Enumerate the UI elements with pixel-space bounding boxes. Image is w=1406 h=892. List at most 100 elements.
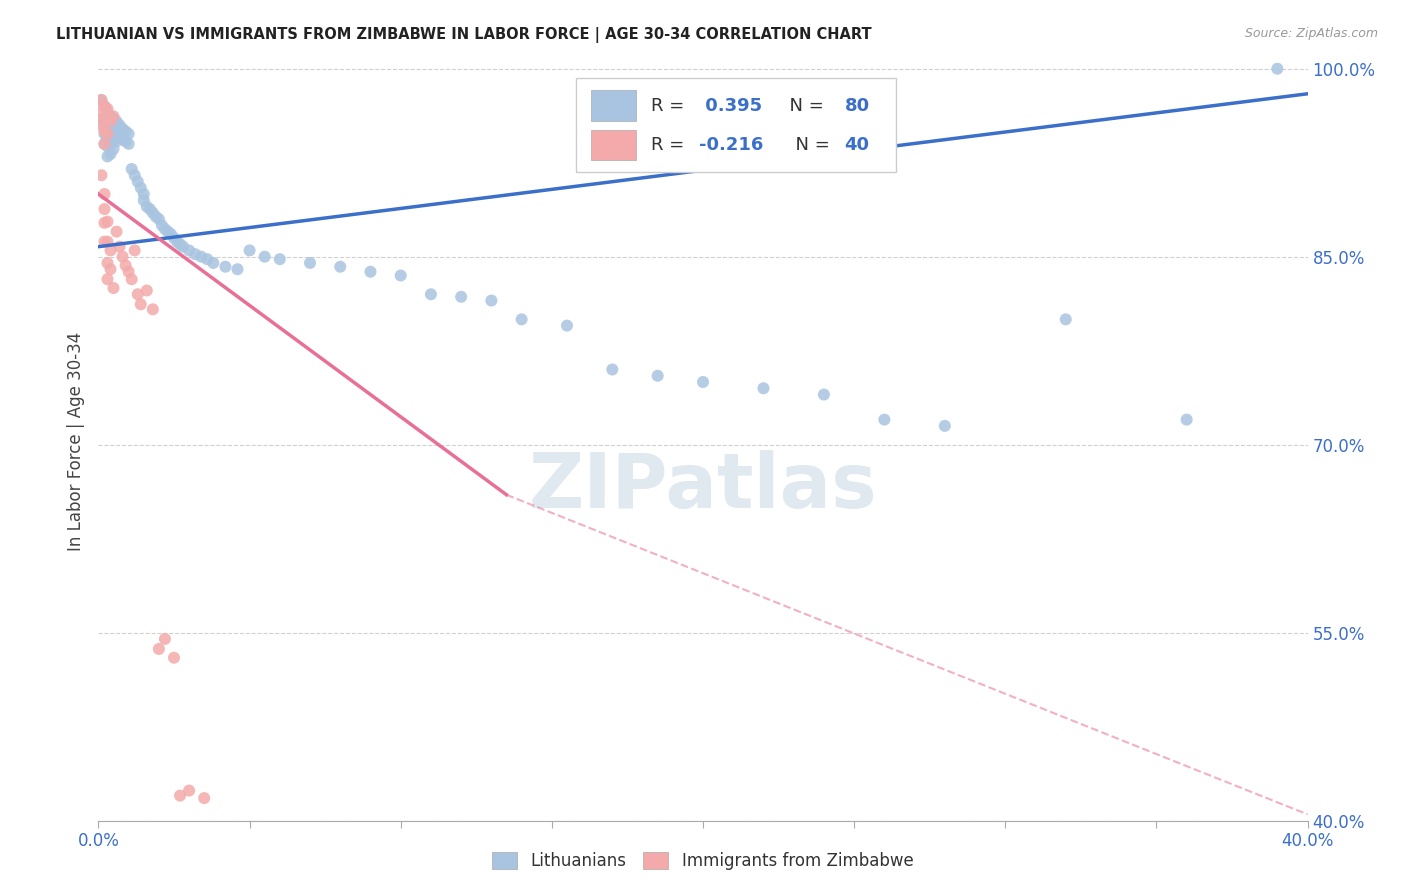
Point: [813, 387, 835, 401]
Point: [103, 281, 125, 295]
Point: [360, 265, 382, 279]
Point: [93, 187, 115, 202]
Point: [93, 202, 115, 216]
Point: [1175, 412, 1198, 426]
Point: [239, 244, 262, 258]
Point: [127, 174, 149, 188]
Legend: Lithuanians, Immigrants from Zimbabwe: Lithuanians, Immigrants from Zimbabwe: [488, 847, 918, 875]
Point: [202, 256, 225, 270]
Point: [93, 99, 115, 113]
Point: [100, 262, 122, 277]
Point: [93, 235, 115, 249]
Point: [96, 235, 118, 249]
Point: [269, 252, 291, 267]
Point: [96, 102, 118, 116]
Point: [166, 235, 188, 249]
Point: [103, 121, 125, 136]
Point: [114, 135, 136, 149]
Point: [153, 222, 176, 236]
Point: [108, 128, 131, 142]
Point: [135, 200, 157, 214]
Y-axis label: In Labor Force | Age 30-34: In Labor Force | Age 30-34: [66, 332, 84, 551]
Text: 80: 80: [845, 96, 869, 115]
Point: [163, 650, 186, 665]
Point: [179, 244, 201, 258]
Text: N =: N =: [785, 136, 835, 154]
Point: [121, 161, 143, 176]
Point: [96, 127, 118, 141]
Text: ZIPatlas: ZIPatlas: [529, 450, 877, 524]
Point: [105, 225, 128, 239]
Point: [253, 250, 276, 264]
Point: [96, 114, 118, 128]
Text: LITHUANIAN VS IMMIGRANTS FROM ZIMBABWE IN LABOR FORCE | AGE 30-34 CORRELATION CH: LITHUANIAN VS IMMIGRANTS FROM ZIMBABWE I…: [56, 27, 872, 43]
Point: [100, 127, 122, 141]
Point: [934, 418, 956, 433]
Point: [153, 632, 176, 646]
FancyBboxPatch shape: [591, 130, 637, 161]
Point: [510, 312, 533, 326]
Text: 0.395: 0.395: [699, 96, 762, 115]
Point: [692, 375, 714, 389]
Point: [169, 789, 191, 803]
Point: [299, 256, 322, 270]
Point: [129, 297, 152, 311]
Text: R =: R =: [651, 136, 690, 154]
Point: [103, 112, 125, 126]
Text: R =: R =: [651, 96, 690, 115]
Point: [132, 194, 155, 208]
Point: [139, 202, 162, 216]
Point: [90, 168, 112, 182]
Point: [96, 130, 118, 145]
Text: Source: ZipAtlas.com: Source: ZipAtlas.com: [1244, 27, 1378, 40]
Point: [172, 240, 194, 254]
Point: [111, 132, 134, 146]
Point: [148, 212, 170, 227]
Point: [90, 112, 112, 126]
Point: [129, 180, 152, 194]
Point: [93, 216, 115, 230]
Point: [148, 642, 170, 657]
Point: [142, 302, 165, 317]
Point: [1267, 62, 1289, 76]
Point: [450, 290, 472, 304]
Point: [118, 265, 141, 279]
Point: [108, 118, 131, 132]
Point: [100, 118, 122, 132]
Point: [90, 118, 112, 132]
Point: [105, 135, 128, 149]
Point: [1054, 312, 1077, 326]
Point: [114, 124, 136, 138]
Point: [179, 783, 201, 797]
Point: [602, 362, 624, 376]
Point: [93, 112, 115, 126]
Text: N =: N =: [778, 96, 830, 115]
Point: [114, 259, 136, 273]
Point: [111, 121, 134, 136]
Point: [481, 293, 503, 308]
Point: [96, 139, 118, 153]
Point: [121, 272, 143, 286]
Point: [111, 250, 134, 264]
Point: [127, 287, 149, 301]
Point: [226, 262, 249, 277]
Point: [96, 256, 118, 270]
Point: [156, 225, 179, 239]
Point: [96, 214, 118, 228]
FancyBboxPatch shape: [576, 78, 897, 172]
Point: [103, 142, 125, 156]
Point: [135, 284, 157, 298]
Point: [96, 272, 118, 286]
Point: [100, 109, 122, 123]
Point: [647, 368, 669, 383]
Point: [118, 136, 141, 151]
Point: [108, 240, 131, 254]
Point: [90, 93, 112, 107]
Point: [118, 127, 141, 141]
Point: [873, 412, 896, 426]
Point: [93, 127, 115, 141]
Point: [195, 252, 218, 267]
Point: [96, 149, 118, 163]
Point: [160, 227, 183, 241]
Point: [184, 247, 207, 261]
